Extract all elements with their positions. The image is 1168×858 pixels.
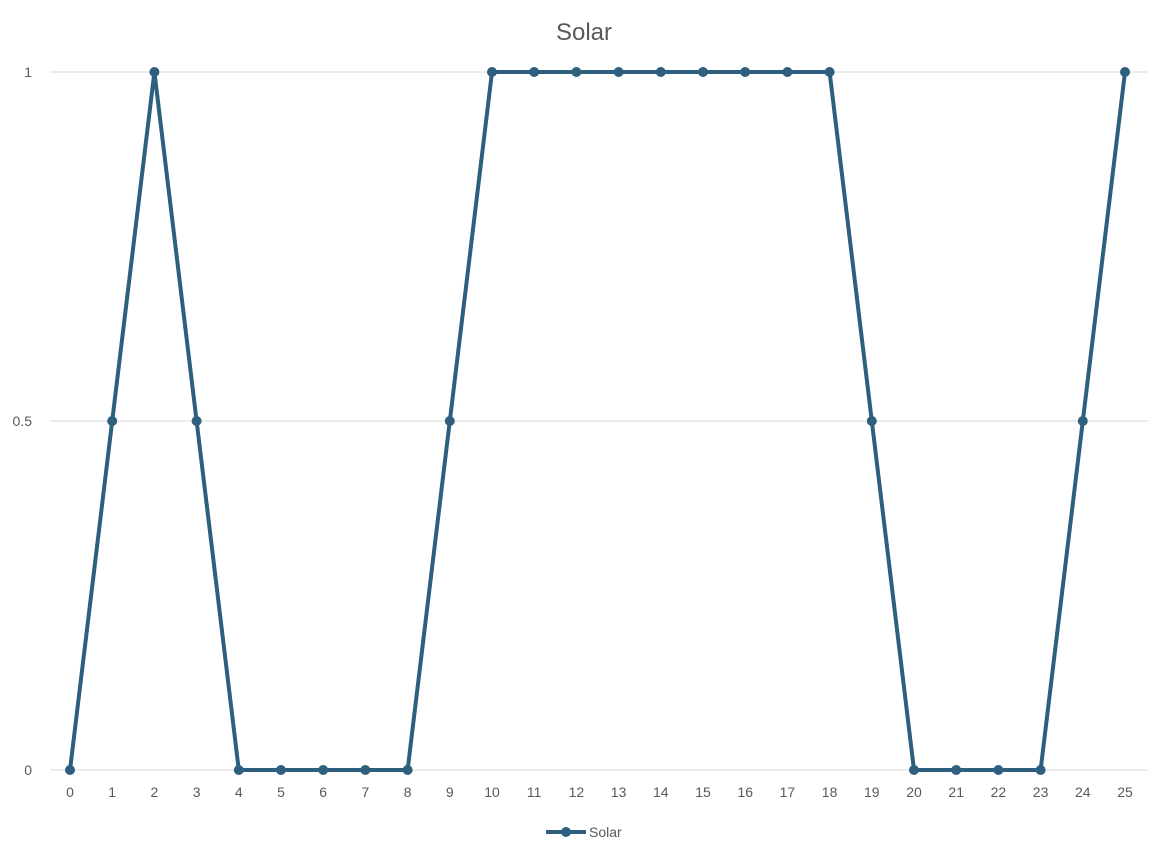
data-point bbox=[698, 67, 708, 77]
x-axis-tick-labels: 0 1 2 3 4 5 6 7 8 9 10 11 12 13 14 15 16 17 18 19 20 21 22 23 24… bbox=[66, 784, 1133, 800]
data-point bbox=[613, 67, 624, 77]
data-point bbox=[782, 67, 793, 77]
data-point bbox=[951, 765, 962, 775]
data-point bbox=[276, 765, 286, 775]
data-point bbox=[740, 67, 751, 77]
x-tick-label: 8 bbox=[404, 784, 412, 800]
series-line-solar bbox=[68, 70, 1127, 772]
x-tick-label: 5 bbox=[277, 784, 285, 800]
chart-title: Solar bbox=[556, 19, 612, 46]
x-tick-label: 1 bbox=[108, 784, 116, 800]
x-tick-label: 11 bbox=[527, 784, 542, 800]
x-tick-label: 0 bbox=[66, 784, 74, 800]
legend: Solar bbox=[546, 824, 622, 840]
data-point bbox=[191, 416, 202, 426]
x-tick-label: 23 bbox=[1033, 784, 1049, 800]
data-point bbox=[1035, 765, 1046, 775]
data-point bbox=[107, 416, 118, 426]
data-point bbox=[909, 765, 919, 775]
data-point bbox=[655, 67, 666, 77]
y-tick-label: 0 bbox=[24, 762, 32, 778]
series-layer bbox=[65, 67, 1130, 775]
data-point bbox=[824, 67, 835, 77]
x-tick-label: 13 bbox=[611, 784, 627, 800]
x-tick-label: 4 bbox=[235, 784, 243, 800]
x-tick-label: 25 bbox=[1117, 784, 1133, 800]
x-tick-label: 2 bbox=[151, 784, 159, 800]
y-tick-label: 0.5 bbox=[13, 413, 33, 429]
x-tick-label: 16 bbox=[737, 784, 753, 800]
x-tick-label: 17 bbox=[780, 784, 796, 800]
data-point bbox=[65, 765, 75, 775]
x-tick-label: 19 bbox=[864, 784, 880, 800]
x-tick-label: 7 bbox=[362, 784, 370, 800]
data-point bbox=[866, 416, 877, 426]
x-tick-label: 10 bbox=[484, 784, 500, 800]
data-point bbox=[487, 67, 497, 77]
x-tick-label: 21 bbox=[948, 784, 964, 800]
legend-marker-solar bbox=[561, 827, 571, 837]
y-tick-label: 1 bbox=[24, 64, 32, 80]
y-axis-tick-labels: 00.51 bbox=[13, 64, 33, 778]
x-tick-label: 9 bbox=[446, 784, 454, 800]
x-tick-label: 15 bbox=[695, 784, 711, 800]
x-tick-label: 3 bbox=[193, 784, 201, 800]
x-tick-label: 22 bbox=[991, 784, 1007, 800]
data-point bbox=[360, 765, 371, 775]
gridlines bbox=[50, 71, 1148, 771]
data-point bbox=[1077, 416, 1088, 426]
x-tick-label: 12 bbox=[569, 784, 585, 800]
x-tick-label: 6 bbox=[319, 784, 327, 800]
data-point bbox=[149, 67, 160, 77]
data-point bbox=[1120, 67, 1130, 77]
legend-label-solar: Solar bbox=[589, 824, 622, 840]
x-tick-label: 18 bbox=[822, 784, 838, 800]
data-point bbox=[444, 416, 455, 426]
data-point bbox=[402, 765, 413, 775]
data-point bbox=[993, 765, 1004, 775]
x-tick-label: 24 bbox=[1075, 784, 1091, 800]
x-tick-label: 14 bbox=[653, 784, 669, 800]
data-point bbox=[571, 67, 582, 77]
data-point bbox=[529, 67, 540, 77]
x-tick-label: 20 bbox=[906, 784, 922, 800]
data-point bbox=[233, 765, 244, 775]
data-point bbox=[318, 765, 329, 775]
